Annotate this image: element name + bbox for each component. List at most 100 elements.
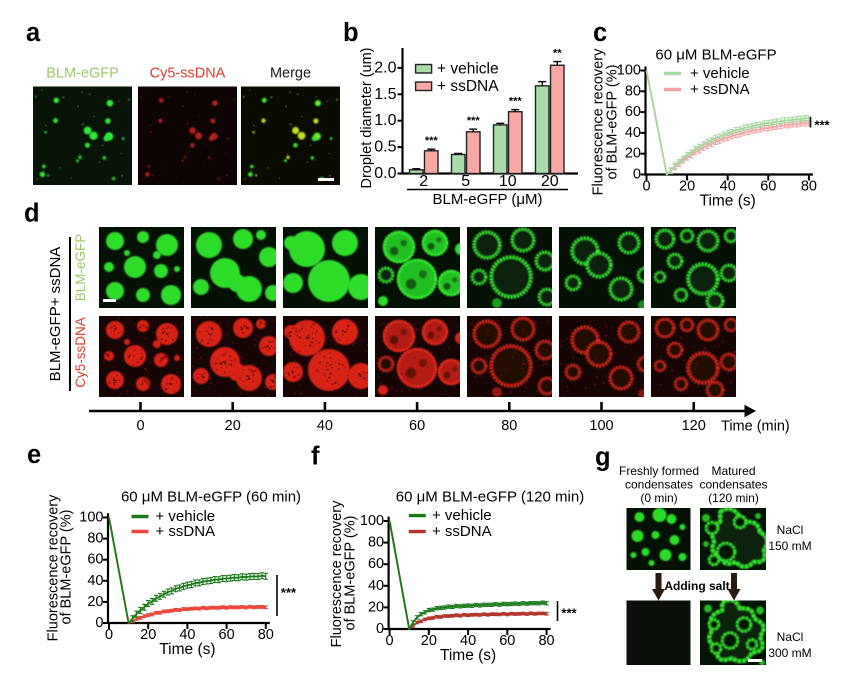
svg-text:0: 0 bbox=[95, 615, 103, 631]
svg-text:20: 20 bbox=[225, 418, 241, 434]
svg-text:20: 20 bbox=[87, 594, 103, 610]
svg-text:40: 40 bbox=[625, 125, 641, 141]
svg-text:60: 60 bbox=[409, 418, 425, 434]
svg-text:+ vehicle: + vehicle bbox=[690, 65, 750, 82]
svg-text:0: 0 bbox=[105, 627, 113, 643]
svg-text:Time (s): Time (s) bbox=[700, 193, 756, 210]
svg-text:+ vehicle: + vehicle bbox=[432, 507, 492, 524]
svg-text:100: 100 bbox=[360, 513, 384, 529]
svg-text:g: g bbox=[595, 444, 611, 472]
svg-text:(0 min): (0 min) bbox=[640, 491, 677, 505]
svg-text:60: 60 bbox=[625, 104, 641, 120]
svg-text:BLM-eGFP (μM): BLM-eGFP (μM) bbox=[432, 191, 542, 208]
svg-text:a: a bbox=[26, 19, 41, 47]
svg-text:Fluorescence recovery: Fluorescence recovery bbox=[591, 48, 607, 195]
svg-text:2.0: 2.0 bbox=[374, 59, 396, 76]
svg-text:60: 60 bbox=[87, 552, 103, 568]
svg-text:150 mM: 150 mM bbox=[768, 539, 811, 553]
svg-text:100: 100 bbox=[617, 63, 641, 79]
svg-text:0: 0 bbox=[642, 179, 650, 195]
svg-text:Fluorescence recovery: Fluorescence recovery bbox=[46, 494, 62, 641]
svg-text:f: f bbox=[311, 443, 320, 471]
svg-text:0: 0 bbox=[136, 418, 144, 434]
svg-text:Fluorescence recovery: Fluorescence recovery bbox=[329, 500, 345, 647]
svg-text:of BLM-eGFP (%): of BLM-eGFP (%) bbox=[343, 516, 359, 631]
svg-text:+ ssDNA: + ssDNA bbox=[432, 523, 492, 540]
svg-text:Freshly formed: Freshly formed bbox=[619, 464, 699, 478]
svg-text:Cy5-ssDNA: Cy5-ssDNA bbox=[73, 317, 88, 388]
svg-text:***: *** bbox=[561, 606, 577, 621]
svg-text:(120 min): (120 min) bbox=[708, 491, 759, 505]
svg-text:d: d bbox=[24, 200, 40, 228]
svg-text:80: 80 bbox=[368, 535, 384, 551]
svg-text:***: *** bbox=[467, 115, 481, 127]
svg-text:condensates: condensates bbox=[699, 478, 767, 492]
svg-text:Time (s): Time (s) bbox=[440, 647, 496, 664]
svg-text:c: c bbox=[593, 19, 607, 47]
svg-text:1.5: 1.5 bbox=[374, 86, 396, 103]
svg-text:80: 80 bbox=[87, 531, 103, 547]
svg-text:1.0: 1.0 bbox=[374, 112, 396, 129]
svg-text:***: *** bbox=[814, 118, 830, 133]
svg-text:20: 20 bbox=[679, 179, 695, 195]
svg-text:20: 20 bbox=[541, 173, 559, 190]
svg-text:+ ssDNA: + ssDNA bbox=[437, 78, 499, 95]
svg-text:Matured: Matured bbox=[711, 464, 755, 478]
svg-text:BLM-eGFP: BLM-eGFP bbox=[46, 66, 119, 82]
svg-text:60: 60 bbox=[219, 627, 235, 643]
svg-text:20: 20 bbox=[421, 633, 437, 649]
svg-text:0: 0 bbox=[376, 621, 384, 637]
svg-text:2: 2 bbox=[419, 173, 428, 190]
svg-text:80: 80 bbox=[501, 418, 517, 434]
svg-text:Time (min): Time (min) bbox=[721, 419, 790, 435]
svg-text:20: 20 bbox=[368, 599, 384, 615]
svg-text:Droplet diameter (um): Droplet diameter (um) bbox=[359, 47, 375, 188]
svg-text:300 mM: 300 mM bbox=[768, 646, 811, 660]
svg-text:40: 40 bbox=[720, 179, 736, 195]
svg-text:80: 80 bbox=[625, 83, 641, 99]
svg-text:**: ** bbox=[553, 48, 562, 60]
svg-text:of BLM-eGFP (%): of BLM-eGFP (%) bbox=[59, 510, 75, 625]
svg-text:0: 0 bbox=[633, 167, 641, 183]
svg-text:Merge: Merge bbox=[270, 66, 311, 82]
svg-text:+ ssDNA: + ssDNA bbox=[156, 523, 216, 540]
svg-text:Adding salt: Adding salt bbox=[664, 579, 729, 593]
svg-text:condensates: condensates bbox=[625, 478, 693, 492]
svg-text:BLM-eGFP+ ssDNA: BLM-eGFP+ ssDNA bbox=[47, 247, 64, 382]
svg-text:80: 80 bbox=[538, 633, 554, 649]
svg-text:NaCl: NaCl bbox=[777, 630, 804, 644]
svg-text:40: 40 bbox=[368, 578, 384, 594]
svg-text:100: 100 bbox=[79, 510, 103, 526]
svg-text:+ vehicle: + vehicle bbox=[437, 61, 499, 78]
svg-text:0.5: 0.5 bbox=[374, 139, 396, 156]
svg-text:20: 20 bbox=[140, 627, 156, 643]
svg-text:40: 40 bbox=[317, 418, 333, 434]
svg-text:***: *** bbox=[425, 135, 439, 147]
svg-text:+ ssDNA: + ssDNA bbox=[690, 81, 750, 98]
svg-text:120: 120 bbox=[682, 418, 706, 434]
svg-text:BLM-eGFP: BLM-eGFP bbox=[73, 234, 88, 302]
svg-text:Cy5-ssDNA: Cy5-ssDNA bbox=[150, 66, 226, 82]
svg-text:80: 80 bbox=[258, 627, 274, 643]
svg-text:+ vehicle: + vehicle bbox=[156, 508, 216, 525]
svg-text:***: *** bbox=[509, 96, 523, 108]
svg-text:80: 80 bbox=[801, 179, 817, 195]
svg-text:60 μM BLM-eGFP: 60 μM BLM-eGFP bbox=[655, 47, 776, 64]
svg-text:0.0: 0.0 bbox=[374, 165, 396, 182]
svg-text:40: 40 bbox=[460, 633, 476, 649]
svg-text:of BLM-eGFP (%): of BLM-eGFP (%) bbox=[605, 65, 621, 180]
svg-text:60: 60 bbox=[368, 556, 384, 572]
svg-text:40: 40 bbox=[87, 573, 103, 589]
svg-text:60: 60 bbox=[760, 179, 776, 195]
svg-text:20: 20 bbox=[625, 146, 641, 162]
svg-text:NaCl: NaCl bbox=[777, 523, 804, 537]
svg-text:5: 5 bbox=[461, 173, 470, 190]
svg-text:0: 0 bbox=[386, 633, 394, 649]
svg-text:Time (s): Time (s) bbox=[159, 641, 215, 658]
svg-text:100: 100 bbox=[589, 418, 613, 434]
svg-text:e: e bbox=[27, 441, 41, 469]
svg-text:b: b bbox=[343, 19, 359, 47]
svg-text:60: 60 bbox=[499, 633, 515, 649]
svg-text:***: *** bbox=[281, 585, 297, 600]
svg-text:10: 10 bbox=[499, 173, 517, 190]
